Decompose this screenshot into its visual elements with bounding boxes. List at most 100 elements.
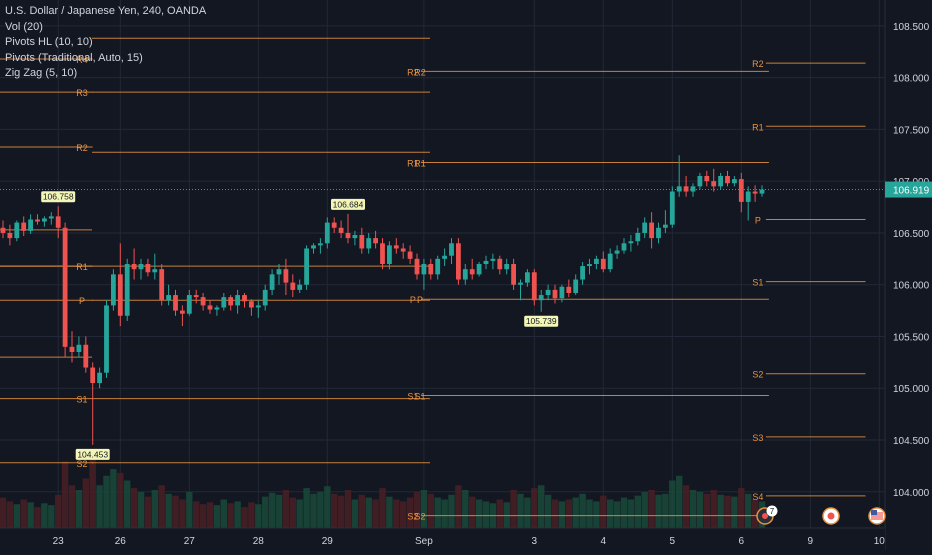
candle-body [166, 295, 171, 301]
candle-body [262, 289, 268, 306]
volume-bar [0, 497, 7, 528]
indicator-zigzag[interactable]: Zig Zag (5, 10) [5, 67, 78, 79]
candle-body [573, 279, 579, 293]
volume-bar [462, 490, 469, 528]
volume-bar [600, 495, 607, 528]
pivot-label: P [79, 296, 85, 306]
volume-bar [386, 496, 393, 528]
swing-label: 106.758 [43, 192, 74, 202]
candle-body [297, 284, 303, 290]
indicator-pivots-traditional[interactable]: Pivots (Traditional, Auto, 15) [5, 51, 143, 64]
pivot-label: S2 [414, 512, 425, 522]
symbol-title[interactable]: U.S. Dollar / Japanese Yen, 240, OANDA [5, 5, 207, 17]
candle-body [752, 191, 758, 194]
pivot-label: S3 [752, 433, 763, 443]
volume-bar [420, 490, 428, 528]
volume-bar [482, 501, 490, 528]
candle-body [331, 222, 337, 228]
time-axis-background [0, 528, 885, 550]
candle-body [180, 310, 185, 314]
candle-body [366, 238, 372, 249]
time-tick-label: 6 [739, 536, 745, 547]
time-tick-label: Sep [415, 536, 433, 547]
candle-body [145, 264, 151, 273]
pivot-label: S1 [407, 391, 418, 401]
volume-bar [593, 501, 600, 528]
price-tick-label: 106.500 [893, 229, 930, 240]
volume-bar [213, 505, 221, 528]
candle-body [28, 219, 33, 231]
candle-body [76, 344, 82, 352]
candle-body [14, 222, 20, 239]
candle-body [725, 176, 730, 184]
pivot-label: S2 [752, 370, 763, 380]
volume-bar [234, 501, 241, 528]
candle-body [7, 232, 13, 239]
swing-label-box [331, 198, 365, 210]
volume-bar [186, 491, 193, 528]
price-tick-label: 108.000 [893, 74, 930, 85]
bell-icon[interactable]: 7 [756, 505, 778, 525]
time-tick-label: 4 [601, 536, 607, 547]
pivot-label: S2 [407, 512, 418, 522]
pivot-label: S1 [752, 278, 763, 288]
candle-body [290, 282, 296, 290]
volume-bar [689, 490, 697, 528]
volume-bar [648, 490, 655, 528]
candle-body [600, 258, 606, 270]
candle-body [649, 222, 654, 239]
candle-body [400, 248, 406, 252]
candle-body [35, 219, 40, 222]
volume-bar [524, 497, 531, 528]
candle-body [269, 274, 275, 290]
candle-body [669, 191, 675, 225]
candle-body [207, 305, 213, 310]
volume-bar [655, 494, 662, 528]
candle-body [690, 186, 696, 192]
volume-bar [676, 475, 683, 528]
candle-body [428, 264, 434, 275]
volume-bar [379, 488, 386, 528]
volume-bar [613, 501, 621, 528]
volume-bar [455, 485, 462, 528]
pivot-label: R2 [407, 67, 419, 77]
volume-bar [427, 493, 434, 528]
pivot-label: R1 [414, 159, 426, 169]
volume-bar [669, 480, 676, 528]
time-tick-label: 29 [322, 536, 334, 547]
candle-body [62, 227, 68, 347]
candle-body [490, 258, 496, 261]
time-tick-label: 9 [808, 536, 814, 547]
volume-bar [6, 501, 14, 528]
pivot-label: R2 [76, 143, 88, 153]
chart-legend: U.S. Dollar / Japanese Yen, 240, OANDA V… [5, 4, 206, 82]
volume-bar [634, 495, 641, 528]
candle-body [124, 264, 130, 316]
candle-body [152, 269, 158, 273]
pivot-label: R1 [407, 159, 419, 169]
time-tick-label: 10 [874, 536, 886, 547]
candle-body [117, 274, 123, 316]
volume-bar [248, 502, 255, 528]
volume-bar [48, 505, 55, 528]
candle-body [173, 295, 178, 311]
volume-bar [696, 491, 704, 528]
volume-bar [475, 499, 483, 528]
candle-body [732, 179, 737, 184]
candle-body [186, 295, 192, 314]
volume-bar [565, 499, 572, 528]
candle-body [276, 269, 282, 275]
candle-body [442, 255, 447, 259]
us-flag-icon[interactable] [868, 507, 886, 525]
swing-label: 106.684 [333, 199, 364, 209]
candle-body [200, 297, 206, 306]
candle-body [456, 243, 461, 280]
indicator-pivots-hl[interactable]: Pivots HL (10, 10) [5, 36, 93, 48]
pivot-label: S1 [76, 395, 87, 405]
candle-body [228, 297, 234, 306]
volume-bar [372, 499, 379, 528]
indicator-volume[interactable]: Vol (20) [5, 20, 43, 33]
record-icon[interactable] [822, 507, 840, 525]
